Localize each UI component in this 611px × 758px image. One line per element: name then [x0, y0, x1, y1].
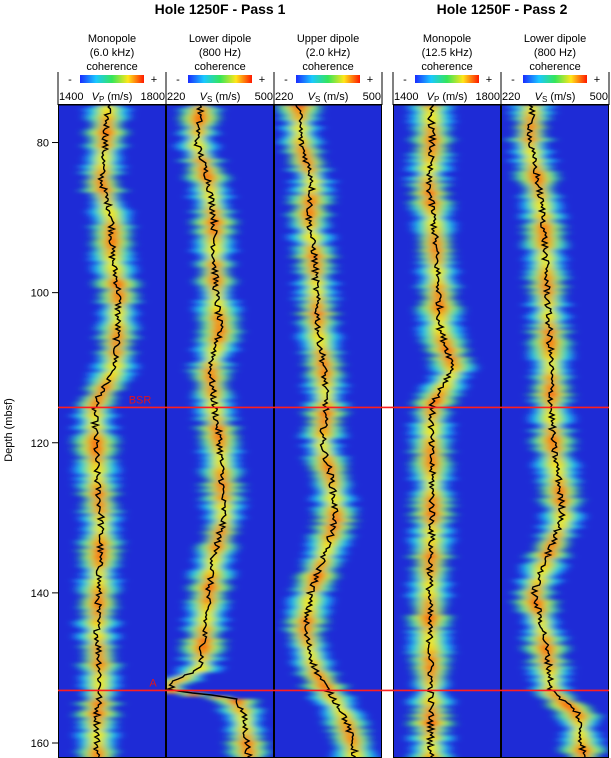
annotation-label: BSR — [129, 394, 152, 406]
track-panel-3 — [274, 105, 382, 758]
colorbar-label: coherence — [302, 61, 353, 73]
axis-max-label: 500 — [255, 91, 273, 103]
y-tick-label: 140 — [31, 588, 49, 600]
axis-min-label: 220 — [275, 91, 293, 103]
axis-max-label: 500 — [590, 91, 608, 103]
track-header-3: Upper dipole (2.0 kHz) coherence - +220 500 VS… — [273, 33, 383, 105]
colorbar-label: coherence — [86, 61, 137, 73]
track-title-line2: (800 Hz) — [534, 47, 576, 59]
track-title-line1: Upper dipole — [297, 33, 359, 45]
axis-min-label: 220 — [167, 91, 185, 103]
track-panel-5 — [501, 105, 609, 758]
colorbar — [296, 75, 360, 83]
colorbar-plus: + — [151, 74, 157, 86]
colorbar — [523, 75, 587, 83]
velocity-curve — [166, 105, 254, 758]
colorbar-label: coherence — [421, 61, 472, 73]
track-headers: Monopole (6.0 kHz) coherence - +1400 1800 VP (… — [57, 33, 610, 105]
colorbar-minus: - — [284, 74, 288, 86]
colorbar-minus: - — [176, 74, 180, 86]
y-tick-label: 160 — [31, 738, 49, 750]
velocity-curve — [295, 105, 360, 758]
colorbar-minus: - — [68, 74, 72, 86]
velocity-curve — [89, 105, 123, 758]
track-title-line2: (12.5 kHz) — [422, 47, 473, 59]
track-title-line2: (2.0 kHz) — [306, 47, 351, 59]
axis-unit-label: VS (m/s) — [535, 91, 576, 104]
colorbar-plus: + — [486, 74, 492, 86]
axis-min-label: 220 — [502, 91, 520, 103]
colorbar-label: coherence — [529, 61, 580, 73]
colorbar-minus: - — [511, 74, 515, 86]
axis-max-label: 500 — [363, 91, 381, 103]
pass2-title: Hole 1250F - Pass 2 — [437, 1, 568, 17]
axis-unit-label: VS (m/s) — [200, 91, 241, 104]
depth-axis: 80 100 120 140 160 — [31, 138, 58, 750]
colorbar-minus: - — [403, 74, 407, 86]
velocity-curve — [526, 105, 587, 758]
track-title-line2: (800 Hz) — [199, 47, 241, 59]
track-title-line1: Monopole — [88, 33, 136, 45]
y-tick-label: 80 — [37, 138, 49, 150]
colorbar-plus: + — [594, 74, 600, 86]
track-header-4: Monopole (12.5 kHz) coherence - +1400 1800 VP … — [392, 33, 502, 105]
track-panel-4 — [393, 105, 501, 758]
track-title-line2: (6.0 kHz) — [90, 47, 135, 59]
y-tick-label: 100 — [31, 288, 49, 300]
colorbar-plus: + — [259, 74, 265, 86]
axis-unit-label: VP (m/s) — [427, 91, 468, 104]
annotation-label: A — [149, 677, 157, 689]
y-axis-label: Depth (mbsf) — [3, 398, 15, 462]
track-header-2: Lower dipole (800 Hz) coherence - +220 500 VS … — [165, 33, 275, 105]
annotation-lines: BSR A — [58, 394, 609, 692]
colorbar — [188, 75, 252, 83]
track-panel-2 — [166, 105, 274, 758]
track-header-1: Monopole (6.0 kHz) coherence - +1400 1800 VP (… — [57, 33, 167, 105]
axis-max-label: 1800 — [476, 91, 500, 103]
axis-unit-label: VS (m/s) — [308, 91, 349, 104]
colorbar-plus: + — [367, 74, 373, 86]
axis-unit-label: VP (m/s) — [92, 91, 133, 104]
y-tick-label: 120 — [31, 438, 49, 450]
track-panel-1 — [58, 105, 166, 758]
track-header-5: Lower dipole (800 Hz) coherence - +220 500 VS … — [500, 33, 610, 105]
track-title-line1: Monopole — [423, 33, 471, 45]
velocity-curve — [425, 105, 455, 758]
axis-min-label: 1400 — [394, 91, 418, 103]
pass1-title: Hole 1250F - Pass 1 — [155, 1, 286, 17]
track-title-line1: Lower dipole — [189, 33, 251, 45]
track-panels — [58, 104, 609, 758]
axis-max-label: 1800 — [141, 91, 165, 103]
colorbar — [415, 75, 479, 83]
track-title-line1: Lower dipole — [524, 33, 586, 45]
axis-min-label: 1400 — [59, 91, 83, 103]
colorbar-label: coherence — [194, 61, 245, 73]
colorbar — [80, 75, 144, 83]
